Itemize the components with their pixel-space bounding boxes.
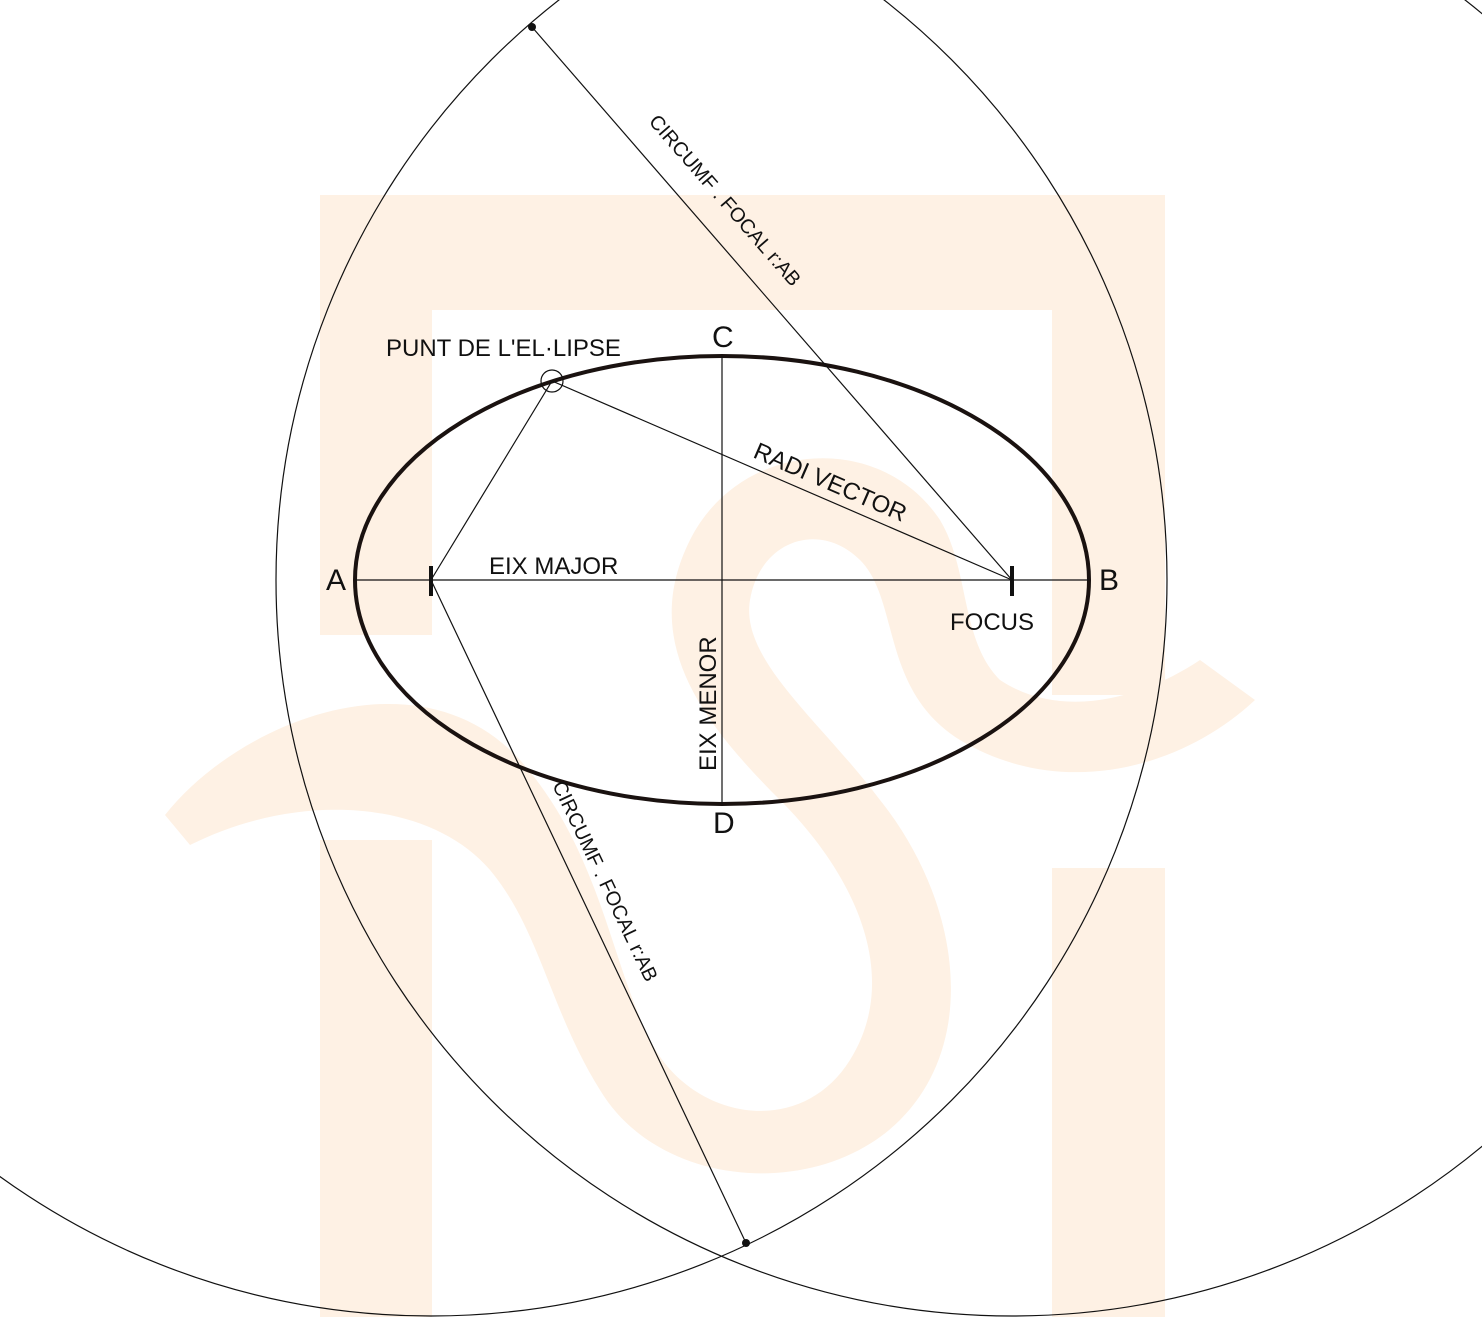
intersection-dot-bottom <box>742 1239 750 1247</box>
focal-circle-left <box>0 0 1168 1317</box>
point-d-label: D <box>713 807 735 840</box>
point-b-label: B <box>1099 564 1119 597</box>
focus-label: FOCUS <box>950 609 1034 636</box>
ellipse-point-marker <box>540 369 564 393</box>
ellipse-point-label: PUNT DE L'EL·LIPSE <box>386 335 621 362</box>
minor-axis-label: EIX MENOR <box>695 636 722 771</box>
focal-radius-bottom <box>430 579 747 1244</box>
radius-vector-right <box>551 380 1013 581</box>
school-logo-watermark <box>165 195 1255 1317</box>
focal-radius-top <box>531 26 1013 581</box>
focal-circle-right <box>275 0 1482 1317</box>
point-c-label: C <box>712 321 734 354</box>
major-axis-label: EIX MAJOR <box>489 553 618 580</box>
point-a-label: A <box>326 564 346 597</box>
intersection-dot-top <box>528 23 536 31</box>
radius-vector-left <box>430 380 553 581</box>
